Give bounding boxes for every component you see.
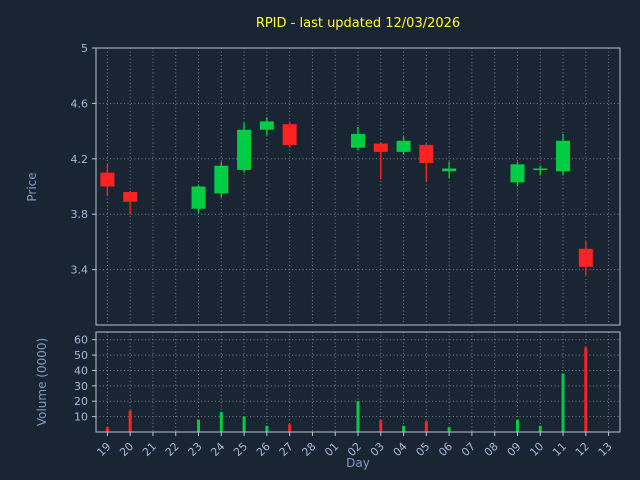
x-axis-label: Day (346, 456, 370, 470)
volume-bar (356, 401, 360, 432)
price-tick-label: 4.6 (71, 97, 89, 110)
candle-body (282, 124, 297, 145)
candle-body (510, 164, 525, 183)
volume-bar (219, 412, 223, 432)
volume-bar (447, 427, 451, 432)
day-tick-label: 03 (368, 440, 387, 459)
volume-bar (265, 425, 269, 432)
day-tick-label: 06 (436, 440, 455, 459)
volume-tick-label: 10 (74, 411, 88, 424)
candle-body (237, 129, 252, 170)
candle-body (533, 168, 548, 171)
volume-bar (561, 373, 565, 432)
chart-title: RPID - last updated 12/03/2026 (256, 16, 460, 31)
day-tick-label: 05 (413, 440, 432, 459)
volume-bar (128, 410, 132, 432)
volume-bar (402, 425, 406, 432)
day-tick-label: 11 (550, 440, 569, 459)
candle-body (442, 168, 457, 172)
day-tick-label: 28 (299, 440, 318, 459)
price-axes-frame (95, 47, 621, 326)
volume-bar (584, 347, 588, 432)
day-tick-label: 12 (573, 440, 592, 459)
candle-body (373, 143, 388, 152)
day-tick-label: 23 (186, 440, 205, 459)
volume-bar (197, 419, 201, 432)
volume-tick-label: 50 (74, 349, 88, 362)
day-tick-label: 24 (208, 440, 227, 459)
volume-bar (424, 421, 428, 432)
price-tick-label: 5 (81, 42, 88, 55)
volume-bar (105, 427, 109, 432)
volume-axis-label: Volume (0000) (35, 338, 49, 426)
volume-bar (379, 419, 383, 432)
candle-body (419, 144, 434, 163)
day-tick-label: 22 (163, 440, 182, 459)
price-tick-label: 3.4 (71, 264, 89, 277)
day-tick-label: 10 (527, 440, 546, 459)
day-tick-label: 13 (596, 440, 615, 459)
price-tick-label: 4.2 (71, 153, 89, 166)
volume-bar (242, 416, 246, 432)
volume-tick-label: 40 (74, 364, 88, 377)
price-tick-label: 3.8 (71, 208, 89, 221)
day-tick-label: 04 (391, 440, 410, 459)
day-tick-label: 25 (231, 440, 250, 459)
candle-body (578, 248, 593, 267)
day-tick-label: 26 (254, 440, 273, 459)
candle-body (214, 165, 229, 194)
day-tick-label: 19 (94, 440, 113, 459)
candle-body (351, 133, 365, 148)
price-axis-label: Price (25, 172, 39, 201)
candle-body (100, 172, 115, 187)
volume-bar (515, 419, 519, 432)
day-tick-label: 01 (322, 440, 341, 459)
day-tick-label: 27 (277, 440, 296, 459)
candle-body (556, 140, 571, 172)
volume-bar (538, 425, 542, 432)
day-tick-label: 09 (505, 440, 524, 459)
candle-body (123, 192, 138, 202)
volume-tick-label: 20 (74, 395, 88, 408)
candle-body (396, 140, 411, 152)
volume-bar (288, 424, 292, 432)
price-plot: 5 4.6 4.2 3.8 3.4 (71, 42, 621, 326)
day-tick-label: 21 (140, 440, 159, 459)
volume-tick-label: 60 (74, 334, 88, 347)
candle-body (191, 186, 206, 209)
day-tick-label: 07 (459, 440, 478, 459)
day-tick-label: 08 (482, 440, 501, 459)
day-tick-label: 20 (117, 440, 136, 459)
volume-tick-label: 30 (74, 380, 88, 393)
candle-body (259, 121, 274, 130)
